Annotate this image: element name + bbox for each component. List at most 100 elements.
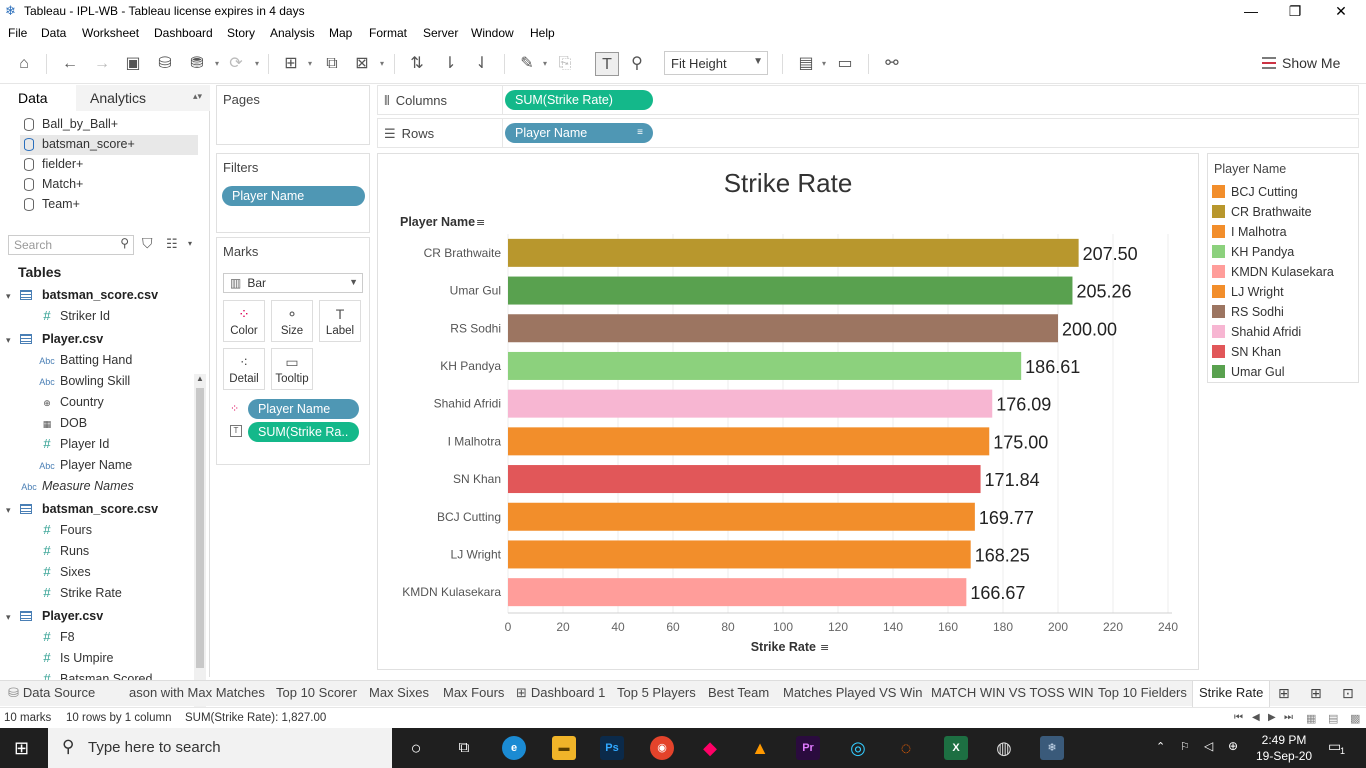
refresh-icon[interactable]: ⟳ [229, 55, 243, 72]
size-button[interactable]: ⚬ Size [271, 300, 313, 342]
bar[interactable] [508, 276, 1073, 305]
menu-analysis[interactable]: Analysis [270, 26, 315, 40]
menu-help[interactable]: Help [530, 26, 555, 40]
y-category-label[interactable]: KH Pandya [440, 359, 501, 373]
photoshop-icon[interactable]: Ps [600, 736, 624, 760]
mark-type-dropdown[interactable]: ▥ Bar ▼ [223, 273, 363, 293]
tab-season-max-matches[interactable]: ason with Max Matches [129, 685, 265, 700]
scroll-up-icon[interactable]: ▲ [196, 374, 204, 383]
y-category-label[interactable]: BCJ Cutting [437, 510, 501, 524]
fix-axes-icon[interactable]: ⚲ [631, 55, 643, 72]
legend-item[interactable]: Shahid Afridi [1212, 322, 1301, 342]
tooltip-button[interactable]: ▭ Tooltip [271, 348, 313, 390]
new-datasource-icon[interactable]: ⛁ [158, 55, 172, 72]
tab-data-source[interactable]: ⛁ Data Source [8, 685, 95, 701]
field-item[interactable]: # Player Id [34, 434, 109, 454]
tab-match-win-vs-toss-win[interactable]: MATCH WIN VS TOSS WIN [931, 685, 1094, 700]
dropdown-icon[interactable]: ▾ [307, 59, 312, 68]
filter-pill-player-name[interactable]: Player Name [222, 186, 365, 206]
y-category-label[interactable]: SN Khan [453, 472, 501, 486]
pause-updates-icon[interactable]: ⛃ [190, 55, 204, 72]
scrollbar-thumb[interactable] [196, 388, 204, 668]
tab-dashboard-1[interactable]: ⊞ Dashboard 1 [516, 685, 605, 701]
dropdown-icon[interactable]: ▾ [214, 59, 219, 68]
legend-item[interactable]: SN Khan [1212, 342, 1281, 362]
table-header[interactable]: ▾ Player.csv [6, 329, 103, 349]
bar[interactable] [508, 578, 967, 607]
prev-sheet-icon[interactable]: ◀ [1252, 712, 1260, 723]
menu-map[interactable]: Map [329, 26, 353, 40]
close-button[interactable]: ✕ [1335, 3, 1347, 19]
dropdown-icon[interactable]: ▾ [379, 59, 384, 68]
table-header[interactable]: ▾ batsman_score.csv [6, 499, 158, 519]
save-icon[interactable]: ▣ [125, 55, 141, 72]
taskbar-search[interactable]: ⚲ Type here to search [48, 728, 392, 768]
table-header[interactable]: ▾ Player.csv [6, 606, 103, 626]
first-sheet-icon[interactable]: ⏮ [1234, 712, 1243, 723]
sort-ascending-icon[interactable]: ⇂ [443, 55, 457, 72]
datasource-match[interactable]: Match+ [20, 175, 198, 195]
language-icon[interactable]: ⊕ [1228, 739, 1239, 753]
row-header-player-name[interactable]: Player Name [400, 215, 475, 229]
menu-format[interactable]: Format [369, 26, 408, 40]
legend-item[interactable]: CR Brathwaite [1212, 202, 1312, 222]
field-item[interactable]: # Batsman Scored [34, 669, 152, 681]
show-me-button[interactable]: Show Me [1262, 55, 1340, 71]
tab-top-10-fielders[interactable]: Top 10 Fielders [1098, 685, 1187, 700]
columns-shelf[interactable]: ⦀ Columns SUM(Strike Rate) [377, 85, 1359, 115]
new-worksheet-icon[interactable]: ⊞ [284, 55, 298, 72]
cortana-icon[interactable]: ○ [410, 738, 422, 758]
marks-pill-player-name[interactable]: Player Name [248, 399, 359, 419]
show-filmstrip-icon[interactable]: ▦ [1306, 713, 1317, 725]
bar[interactable] [508, 351, 1022, 380]
dropdown-icon[interactable]: ▾ [542, 59, 547, 68]
tray-overflow-icon[interactable]: ⌃ [1156, 741, 1166, 753]
field-item[interactable]: Abc Bowling Skill [34, 371, 130, 391]
y-category-label[interactable]: CR Brathwaite [424, 246, 502, 260]
search-input[interactable]: Search ⚲ [8, 235, 134, 255]
color-button[interactable]: ⁘ Color [223, 300, 265, 342]
restore-button[interactable]: ❐ [1288, 3, 1302, 19]
tab-best-team[interactable]: Best Team [708, 685, 770, 700]
bar[interactable] [508, 314, 1058, 343]
datasource-fielder[interactable]: fielder+ [20, 155, 198, 175]
menu-data[interactable]: Data [41, 26, 67, 40]
rows-shelf[interactable]: ☰ Rows Player Name ≡ [377, 118, 1359, 148]
marks-pill-strike-rate[interactable]: SUM(Strike Ra.. [248, 422, 359, 442]
datasource-team[interactable]: Team+ [20, 195, 198, 215]
menu-story[interactable]: Story [227, 26, 256, 40]
minimize-button[interactable]: — [1244, 3, 1258, 19]
new-worksheet-icon[interactable]: ⊞ [1278, 685, 1290, 701]
vlc-icon[interactable]: ▲ [751, 738, 769, 758]
group-members-icon[interactable]: ⎘ [558, 55, 572, 72]
excel-icon[interactable]: X [944, 736, 968, 760]
tab-max-fours[interactable]: Max Fours [443, 685, 505, 700]
windows-start-icon[interactable]: ⊞ [14, 738, 30, 758]
bar[interactable] [508, 238, 1079, 267]
columns-pill-strike-rate[interactable]: SUM(Strike Rate) [505, 90, 653, 110]
sort-icon[interactable]: ≡ [476, 216, 485, 229]
legend-item[interactable]: KH Pandya [1212, 242, 1294, 262]
view-options-icon[interactable]: ☷ [166, 236, 178, 251]
presentation-mode-icon[interactable]: ▭ [837, 55, 853, 72]
y-category-label[interactable]: Umar Gul [450, 284, 501, 298]
field-item[interactable]: Abc Batting Hand [34, 350, 132, 370]
field-item[interactable]: ⊕ Country [34, 392, 104, 412]
y-category-label[interactable]: Shahid Afridi [434, 397, 501, 411]
field-item[interactable]: # Strike Rate [34, 583, 121, 603]
y-category-label[interactable]: RS Sodhi [450, 321, 501, 335]
chevron-down-icon[interactable]: ▾ [188, 239, 193, 248]
sort-descending-icon[interactable]: ⇃ [475, 55, 489, 72]
dropdown-icon[interactable]: ▾ [821, 59, 826, 68]
bar[interactable] [508, 502, 975, 531]
field-item[interactable]: # Runs [34, 541, 89, 561]
field-item[interactable]: # Sixes [34, 562, 90, 582]
legend-item[interactable]: LJ Wright [1212, 282, 1284, 302]
show-cards-icon[interactable]: ▤ [798, 55, 814, 72]
y-category-label[interactable]: KMDN Kulasekara [402, 585, 501, 599]
sort-icon[interactable]: ≡ [820, 641, 829, 654]
bar[interactable] [508, 389, 993, 418]
redo-icon[interactable]: → [94, 55, 110, 72]
new-story-icon[interactable]: ⊡ [1342, 685, 1354, 701]
filters-card[interactable]: Filters Player Name [216, 153, 370, 233]
